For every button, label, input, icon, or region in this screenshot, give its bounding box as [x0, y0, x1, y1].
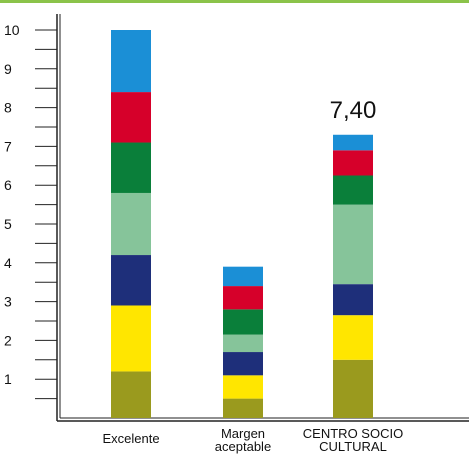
category-label-line: Margen	[221, 426, 265, 441]
y-tick-label: 10	[4, 22, 20, 38]
y-axis: 1 2 3 4 5 6 7 8 9 10	[4, 14, 469, 422]
bar-segment	[223, 352, 263, 376]
bar-segment	[333, 150, 373, 176]
bar-segment	[223, 398, 263, 418]
y-tick-label: 5	[4, 216, 12, 232]
y-tick-label: 6	[4, 177, 12, 193]
bar-segment	[111, 30, 151, 93]
bar-segment	[111, 305, 151, 372]
bar-segment	[333, 284, 373, 316]
category-label-line: CULTURAL	[319, 439, 387, 454]
bar-segment	[333, 175, 373, 205]
bar-segment	[111, 192, 151, 256]
bar-segment	[223, 309, 263, 335]
bar-value-label: 7,40	[330, 97, 377, 124]
y-tick-label: 2	[4, 332, 12, 348]
bar-segment	[223, 375, 263, 399]
y-tick-label: 9	[4, 61, 12, 77]
category-label-line: CENTRO SOCIO	[303, 426, 403, 441]
bar-segment	[223, 286, 263, 310]
category-label: Margen aceptable	[215, 426, 271, 454]
category-label-line: aceptable	[215, 439, 271, 454]
bar-segment	[111, 142, 151, 193]
bar-segment	[111, 92, 151, 143]
bar-segment	[333, 134, 373, 151]
bar-segment	[333, 315, 373, 360]
y-tick-label: 4	[4, 255, 12, 271]
bar-segment	[223, 334, 263, 353]
bar-segment	[111, 255, 151, 306]
bars: 7,40	[111, 30, 376, 418]
category-label-line: Excelente	[102, 431, 159, 446]
bar-segment	[333, 204, 373, 285]
bar-segment	[223, 266, 263, 287]
y-tick-label: 1	[4, 371, 12, 387]
bar-segment	[333, 359, 373, 418]
category-labels: Excelente Margen aceptable CENTRO SOCIO CULT…	[102, 426, 403, 454]
bar-segment	[111, 371, 151, 418]
y-tick-label: 7	[4, 138, 12, 154]
y-tick-label: 3	[4, 294, 12, 310]
category-label: Excelente	[102, 431, 159, 446]
y-tick-label: 8	[4, 100, 12, 116]
category-label: CENTRO SOCIO CULTURAL	[303, 426, 403, 454]
